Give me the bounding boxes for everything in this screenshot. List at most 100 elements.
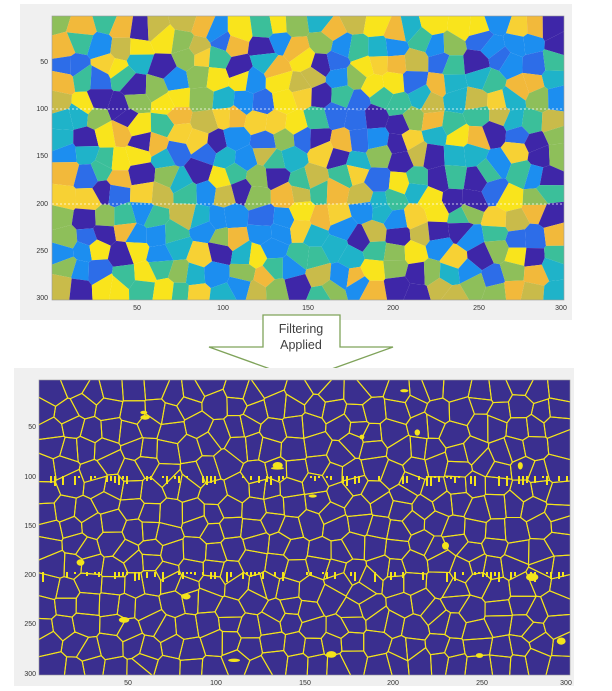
seam-artifact <box>458 476 460 478</box>
seam-artifact <box>206 476 208 485</box>
grain-cell <box>406 166 428 186</box>
grain-cell <box>445 123 470 147</box>
seam-artifact <box>326 572 328 579</box>
grain-cell <box>350 55 374 78</box>
grain-cell <box>270 181 295 209</box>
grain-cell <box>52 205 74 231</box>
grain-cell <box>367 127 390 150</box>
grain-boundary <box>488 654 512 675</box>
grain-cell <box>68 103 89 130</box>
grain-cell <box>150 112 175 138</box>
grain-cell <box>130 181 154 204</box>
grain-cell <box>348 33 369 62</box>
grain-cell <box>91 273 113 300</box>
grain-cell <box>152 277 174 300</box>
grain-cell <box>345 276 370 300</box>
grain-cell <box>401 129 425 151</box>
grain-cell <box>269 16 287 34</box>
grain-cell <box>346 164 370 186</box>
grain-cell <box>442 110 467 136</box>
grain-cell <box>69 278 93 300</box>
grain-cell <box>369 56 388 76</box>
grain-cell <box>447 222 474 245</box>
seam-artifact <box>566 476 568 481</box>
seam-artifact <box>262 572 264 579</box>
seam-artifact <box>246 572 248 575</box>
grain-cell <box>282 254 307 280</box>
grain-cell <box>148 260 174 280</box>
seam-artifact <box>210 572 212 579</box>
grain-cell <box>92 16 117 35</box>
seam-artifact <box>534 572 536 582</box>
grain-cell <box>481 282 507 300</box>
grain-cell <box>288 71 312 93</box>
seam-artifact <box>510 572 512 579</box>
grain-cell <box>524 248 545 267</box>
grain-cell <box>231 178 252 206</box>
grain-cell <box>109 16 134 38</box>
grain-cell <box>330 127 352 153</box>
grain-cell <box>93 225 117 246</box>
grain-cell <box>52 143 77 163</box>
grain-cell <box>364 167 391 192</box>
grain-cell <box>151 181 174 209</box>
grain-cell <box>383 242 406 261</box>
seam-artifact <box>418 476 420 480</box>
grain-cell <box>488 46 511 71</box>
grain-cell <box>385 38 410 57</box>
seam-artifact <box>498 476 500 486</box>
seam-artifact <box>182 572 184 579</box>
grain-cell <box>171 48 195 72</box>
grain-cell <box>226 276 251 300</box>
grain-cell <box>187 283 211 300</box>
grain-cell <box>209 205 227 230</box>
grain-cell <box>186 240 212 268</box>
y-tick-label: 100 <box>24 474 36 481</box>
grain-cell <box>462 106 490 127</box>
grain-cell <box>247 36 276 56</box>
boundary-blob <box>326 651 337 658</box>
seam-artifact <box>534 476 536 483</box>
seam-artifact <box>122 572 124 576</box>
x-tick-label: 250 <box>476 680 488 687</box>
grain-cell <box>52 273 72 300</box>
seam-artifact <box>138 572 140 580</box>
grain-map-panel: 50 100 150 200 250 300 50 100 150 200 25… <box>20 4 572 320</box>
seam-artifact <box>282 572 284 581</box>
grain-cell <box>402 105 424 131</box>
grain-cell <box>359 280 388 300</box>
grain-cell <box>502 86 527 111</box>
grain-cell <box>499 52 523 80</box>
grain-cell <box>108 184 131 208</box>
seam-artifact <box>542 476 544 478</box>
boundary-blob <box>308 494 317 498</box>
grain-cell <box>291 185 311 203</box>
grain-cell <box>503 33 526 58</box>
seam-artifact <box>326 476 328 478</box>
seam-artifact <box>454 476 456 483</box>
grain-cell <box>183 157 213 185</box>
grain-cell <box>87 31 113 60</box>
grain-cell <box>407 84 431 110</box>
grain-cell <box>542 16 564 42</box>
grain-cell <box>383 276 411 300</box>
seam-artifact <box>118 476 120 485</box>
grain-cell <box>262 257 283 280</box>
grain-cell <box>504 247 527 266</box>
seam-artifact <box>178 572 180 575</box>
seam-artifact <box>402 572 404 578</box>
seam-artifact <box>394 572 396 577</box>
grain-cell <box>146 224 166 247</box>
grain-cell <box>326 50 351 71</box>
seam-artifact <box>558 572 560 579</box>
seam-artifact <box>378 476 380 481</box>
grain-cell <box>228 70 249 92</box>
grain-cell <box>66 32 94 56</box>
y-tick-label: 150 <box>24 523 36 530</box>
seam-artifact <box>94 476 96 478</box>
seam-artifact <box>242 476 244 478</box>
grain-cell <box>190 203 210 229</box>
seam-artifact <box>162 572 164 582</box>
x-tick-label: 50 <box>124 680 132 687</box>
